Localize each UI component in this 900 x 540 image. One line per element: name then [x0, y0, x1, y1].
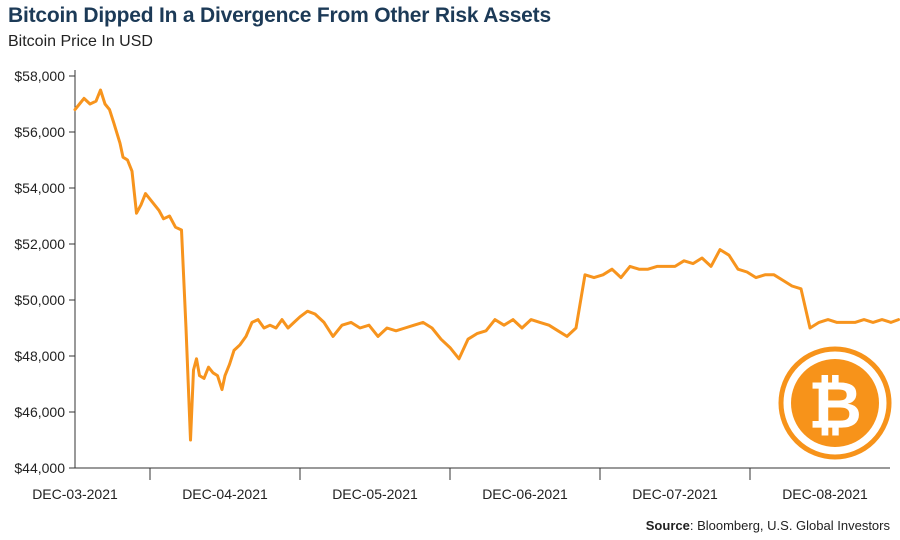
y-tick-label: $44,000: [14, 460, 65, 476]
chart-title: Bitcoin Dipped In a Divergence From Othe…: [8, 4, 551, 27]
x-tick-label: DEC-08-2021: [782, 486, 868, 502]
chart-subtitle: Bitcoin Price In USD: [8, 33, 153, 50]
bitcoin-logo-icon: ₿: [778, 346, 892, 460]
y-tick-label: $46,000: [14, 404, 65, 420]
x-axis: DEC-03-2021 DEC-04-2021 DEC-05-2021 DEC-06-…: [32, 467, 890, 502]
y-axis: $44,000 $46,000 $48,000 $50,000 $52,000 $54,0…: [14, 68, 76, 476]
plot-area: [73, 88, 900, 442]
x-tick-label: DEC-05-2021: [332, 486, 418, 502]
source-label: Source: [645, 518, 690, 533]
x-tick-label: DEC-06-2021: [482, 486, 568, 502]
price-series-line: [73, 88, 900, 442]
y-tick-label: $50,000: [14, 292, 65, 308]
source-text: : Bloomberg, U.S. Global Investors: [689, 518, 890, 533]
bitcoin-symbol: ₿: [808, 367, 862, 444]
x-tick-label: DEC-04-2021: [182, 486, 268, 502]
y-tick-label: $54,000: [14, 180, 65, 196]
y-tick-label: $58,000: [14, 68, 65, 84]
y-tick-label: $56,000: [14, 124, 65, 140]
source-note: Source: Bloomberg, U.S. Global Investors: [646, 518, 890, 533]
x-tick-label: DEC-07-2021: [632, 486, 718, 502]
y-tick-label: $48,000: [14, 348, 65, 364]
y-tick-label: $52,000: [14, 236, 65, 252]
x-tick-label: DEC-03-2021: [32, 486, 118, 502]
